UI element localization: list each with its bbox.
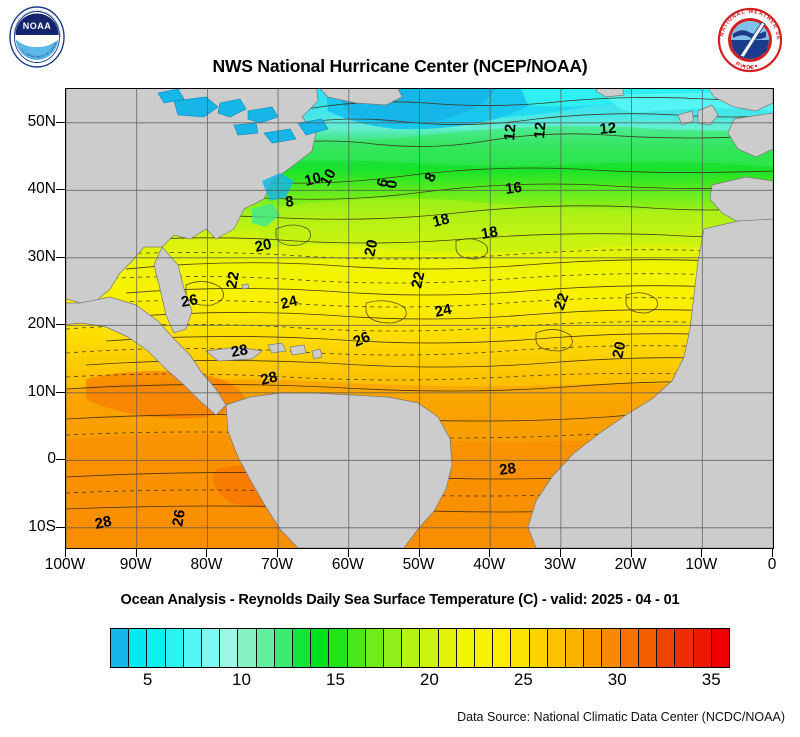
svg-text:20: 20 bbox=[609, 340, 629, 360]
x-tick-50W: 50W bbox=[402, 556, 435, 573]
y-tick-0: 0 bbox=[47, 450, 56, 468]
svg-text:20: 20 bbox=[253, 236, 273, 256]
colorbar-cell-26 bbox=[529, 629, 548, 667]
svg-text:26: 26 bbox=[180, 291, 199, 311]
svg-text:8: 8 bbox=[284, 193, 295, 211]
colorbar-cell-27 bbox=[547, 629, 567, 667]
colorbar-tick-20: 20 bbox=[419, 670, 439, 689]
map-plot-area[interactable]: 6 8 8 10 0 10 12 12 12 16 18 18 20 20 20… bbox=[65, 88, 774, 549]
svg-text:28: 28 bbox=[498, 460, 517, 479]
x-axis: 100W 90W 80W 70W 60W 50W 40W 30W 20W 10W… bbox=[45, 556, 777, 580]
x-tick-40W: 40W bbox=[473, 556, 506, 573]
national-weather-service-logo: NATIONAL WEATHER SE RVICE bbox=[716, 6, 784, 74]
x-tick-20W: 20W bbox=[614, 556, 647, 573]
colorbar-cell-7 bbox=[183, 629, 203, 667]
colorbar-cells[interactable] bbox=[110, 628, 730, 668]
x-tick-10W: 10W bbox=[685, 556, 718, 573]
page-title: NWS National Hurricane Center (NCEP/NOAA… bbox=[212, 56, 588, 76]
x-tick-90W: 90W bbox=[119, 556, 152, 573]
colorbar-cell-12 bbox=[274, 629, 294, 667]
colorbar-tick-30: 30 bbox=[607, 670, 627, 689]
colorbar-cell-36 bbox=[711, 629, 729, 667]
colorbar-cell-6 bbox=[165, 629, 184, 667]
y-tick-40N: 40N bbox=[27, 180, 56, 198]
colorbar-tick-35: 35 bbox=[701, 670, 721, 689]
colorbar-cell-5 bbox=[147, 629, 166, 667]
y-tick-20N: 20N bbox=[27, 315, 56, 333]
svg-text:20: 20 bbox=[361, 238, 381, 258]
colorbar-cell-11 bbox=[256, 629, 275, 667]
svg-text:16: 16 bbox=[504, 179, 523, 198]
colorbar-cell-34 bbox=[675, 629, 694, 667]
colorbar-cell-18 bbox=[384, 629, 403, 667]
svg-text:26: 26 bbox=[169, 508, 189, 527]
svg-text:10: 10 bbox=[303, 169, 324, 190]
svg-text:22: 22 bbox=[223, 270, 243, 289]
colorbar-cell-10 bbox=[238, 629, 257, 667]
svg-text:28: 28 bbox=[93, 513, 113, 533]
y-tick-10N: 10N bbox=[27, 382, 56, 400]
svg-text:22: 22 bbox=[551, 291, 573, 312]
colorbar-cell-14 bbox=[311, 629, 330, 667]
svg-text:28: 28 bbox=[259, 368, 279, 389]
svg-text:18: 18 bbox=[431, 210, 451, 231]
colorbar-cell-17 bbox=[365, 629, 385, 667]
colorbar-cell-19 bbox=[402, 629, 421, 667]
svg-text:18: 18 bbox=[480, 223, 499, 243]
colorbar-cell-29 bbox=[584, 629, 603, 667]
colorbar-cell-16 bbox=[347, 629, 366, 667]
y-tick-10S: 10S bbox=[28, 517, 56, 535]
colorbar-cell-24 bbox=[493, 629, 512, 667]
colorbar-cell-4 bbox=[129, 629, 148, 667]
colorbar-cell-20 bbox=[420, 629, 439, 667]
svg-text:12: 12 bbox=[501, 123, 519, 141]
colorbar-cell-28 bbox=[566, 629, 585, 667]
x-tick-30W: 30W bbox=[543, 556, 576, 573]
colorbar-cell-25 bbox=[511, 629, 530, 667]
svg-text:10: 10 bbox=[317, 166, 340, 189]
colorbar-cell-9 bbox=[220, 629, 239, 667]
svg-text:26: 26 bbox=[351, 328, 373, 350]
colorbar-cell-30 bbox=[602, 629, 621, 667]
colorbar-cell-35 bbox=[693, 629, 712, 667]
colorbar-tick-25: 25 bbox=[513, 670, 533, 689]
svg-text:22: 22 bbox=[408, 270, 428, 290]
y-tick-50N: 50N bbox=[27, 112, 56, 130]
colorbar-tick-15: 15 bbox=[325, 670, 345, 689]
data-source-note: Data Source: National Climatic Data Cent… bbox=[457, 710, 785, 724]
noaa-logo: NOAA NATIONAL OCEANIC AND ATMOSPHERIC AD… bbox=[5, 3, 68, 68]
colorbar-tick-5: 5 bbox=[142, 670, 153, 689]
y-axis: 50N 40N 30N 20N 10N 0 10S bbox=[0, 88, 56, 547]
colorbar-tick-10: 10 bbox=[232, 670, 251, 689]
svg-text:NOAA: NOAA bbox=[23, 21, 52, 31]
sst-contour-map[interactable]: 6 8 8 10 0 10 12 12 12 16 18 18 20 20 20… bbox=[66, 89, 773, 548]
colorbar[interactable] bbox=[110, 628, 730, 668]
svg-text:0: 0 bbox=[383, 179, 401, 190]
x-tick-0: 0 bbox=[767, 556, 777, 573]
colorbar-cell-21 bbox=[438, 629, 457, 667]
colorbar-labels: 5 10 15 20 25 30 35 bbox=[110, 670, 730, 694]
colorbar-cell-8 bbox=[202, 629, 221, 667]
colorbar-cell-13 bbox=[293, 629, 312, 667]
y-tick-30N: 30N bbox=[27, 247, 56, 265]
colorbar-cell-23 bbox=[475, 629, 494, 667]
svg-text:24: 24 bbox=[279, 292, 300, 313]
colorbar-cell-22 bbox=[456, 629, 476, 667]
svg-text:24: 24 bbox=[433, 301, 453, 321]
colorbar-cell-3 bbox=[111, 629, 130, 667]
svg-text:12: 12 bbox=[599, 120, 617, 138]
colorbar-cell-32 bbox=[638, 629, 658, 667]
svg-text:12: 12 bbox=[531, 121, 549, 139]
colorbar-cell-15 bbox=[329, 629, 348, 667]
colorbar-cell-33 bbox=[657, 629, 676, 667]
svg-text:28: 28 bbox=[230, 341, 249, 361]
colorbar-cell-31 bbox=[620, 629, 639, 667]
x-tick-100W: 100W bbox=[44, 556, 86, 573]
x-tick-70W: 70W bbox=[261, 556, 294, 573]
x-tick-60W: 60W bbox=[331, 556, 364, 573]
x-tick-80W: 80W bbox=[190, 556, 223, 573]
map-caption: Ocean Analysis - Reynolds Daily Sea Surf… bbox=[120, 592, 680, 608]
